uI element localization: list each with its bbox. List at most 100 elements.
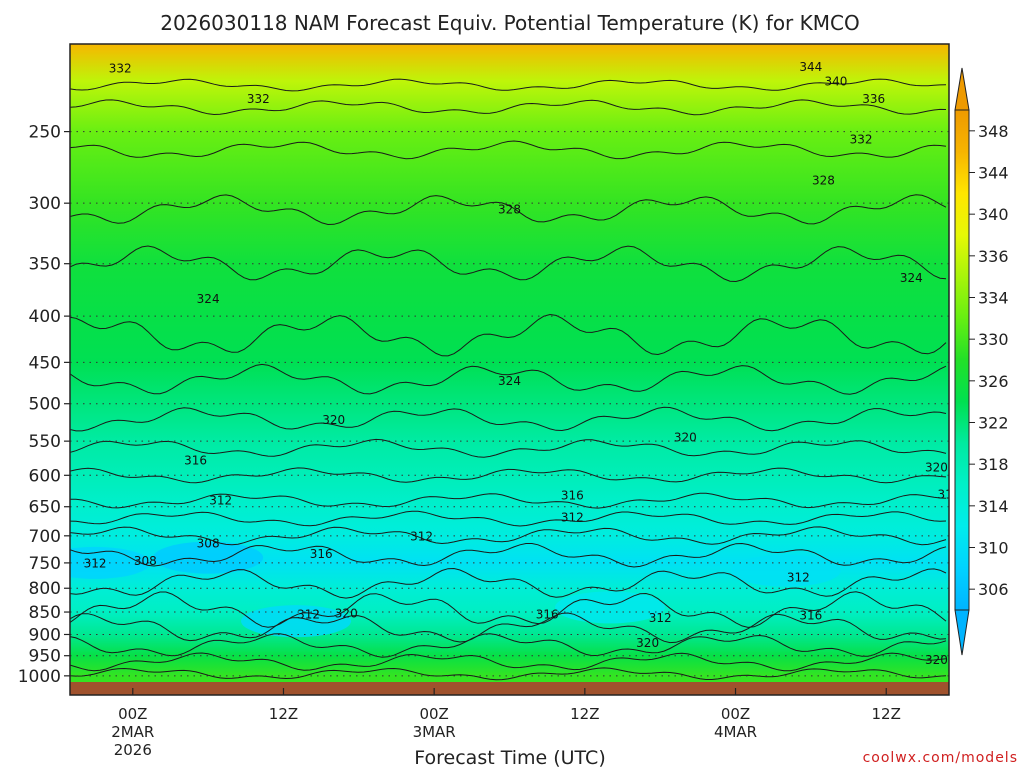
contour-line <box>70 542 947 568</box>
y-tick-label: 550 <box>29 432 61 452</box>
contour-label: 320 <box>636 636 659 650</box>
contour-line <box>70 194 947 226</box>
y-tick-label: 350 <box>29 255 61 275</box>
contour-label: 312 <box>561 510 584 524</box>
colorbar-arrow-top <box>954 67 970 111</box>
contour-line <box>70 612 947 644</box>
contour-line <box>70 363 947 395</box>
y-tick-label: 1000 <box>18 667 61 687</box>
colorbar-tick-label: 322 <box>978 414 1009 433</box>
colorbar-tick-label: 330 <box>978 330 1009 349</box>
y-tick-label: 500 <box>29 395 61 415</box>
contour-label: 324 <box>498 374 521 388</box>
x-tick-date: 2MAR <box>111 723 154 741</box>
colorbar-tick-label: 326 <box>978 372 1009 391</box>
contour-label: 320 <box>925 460 948 474</box>
contour-label: 308 <box>134 554 157 568</box>
colorbar-ticks: 306 310 314 318 322 326 330 334 336 340 344 348 <box>969 122 1009 599</box>
x-tick-label: 00Z <box>419 705 448 723</box>
contour-label: 336 <box>862 92 885 106</box>
contour-line <box>70 140 947 160</box>
contour-label: 340 <box>825 74 848 88</box>
y-tick-label: 650 <box>29 498 61 518</box>
contour-label: 324 <box>197 292 220 306</box>
chart-title: 2026030118 NAM Forecast Equiv. Potential… <box>160 11 859 35</box>
contour-label: 316 <box>561 489 584 503</box>
contour-label: 312 <box>649 611 672 625</box>
y-tick-label: 800 <box>29 579 61 599</box>
colorbar-body <box>954 109 970 611</box>
contour-label: 316 <box>536 607 559 621</box>
y-tick-label: 600 <box>29 466 61 486</box>
contour-label: 312 <box>297 607 320 621</box>
low-theta-pocket <box>730 554 841 587</box>
y-axis: 2503003504004505005506006507007508008509… <box>18 123 70 687</box>
y-tick-label: 250 <box>29 123 61 143</box>
contour-line <box>70 78 947 92</box>
x-tick-date: 3MAR <box>413 723 456 741</box>
contour-label: 328 <box>498 203 521 217</box>
contour-label: 332 <box>109 62 132 76</box>
contour-line <box>70 406 947 432</box>
contour-line <box>70 467 947 484</box>
colorbar-tick-label: 340 <box>978 205 1009 224</box>
contour-lines <box>70 78 947 681</box>
contour-line <box>70 652 947 672</box>
y-tick-label: 450 <box>29 353 61 373</box>
contour-line <box>70 567 947 599</box>
contour-label: 312 <box>787 570 810 584</box>
contour-line <box>70 667 947 681</box>
contour-label: 328 <box>812 173 835 187</box>
contour-label: 320 <box>925 653 948 667</box>
contour-line <box>70 313 947 357</box>
plot-background <box>70 44 949 695</box>
colorbar-tick-label: 348 <box>978 122 1009 141</box>
x-axis-title: Forecast Time (UTC) <box>414 747 605 768</box>
colorbar: 306 310 314 318 322 326 330 334 336 340 344 348 <box>954 67 1009 656</box>
contour-label: 324 <box>963 671 986 685</box>
contour-line <box>70 510 947 527</box>
x-tick-label: 12Z <box>269 705 298 723</box>
low-theta-pocket <box>153 541 264 574</box>
contour-label: 312 <box>410 529 433 543</box>
colorbar-tick-label: 306 <box>978 580 1009 599</box>
contour-label: 320 <box>335 606 358 620</box>
x-tick-label: 00Z <box>118 705 147 723</box>
contour-label: 324 <box>900 271 923 285</box>
x-tick-label: 12Z <box>570 705 599 723</box>
plot-frame <box>69 43 950 696</box>
low-theta-pocket <box>241 605 352 638</box>
contour-label: 332 <box>247 92 270 106</box>
contour-label: 308 <box>197 537 220 551</box>
contour-label: 332 <box>850 132 873 146</box>
y-tick-label: 700 <box>29 527 61 547</box>
contour-label: 316 <box>184 454 207 468</box>
colorbar-tick-label: 310 <box>978 539 1009 558</box>
colorbar-tick-label: 336 <box>978 247 1009 266</box>
colorbar-tick-label: 318 <box>978 455 1009 474</box>
colorbar-tick-label: 314 <box>978 497 1009 516</box>
colorbar-arrow-bottom <box>954 609 970 656</box>
colorbar-tick-label: 334 <box>978 289 1009 308</box>
contour-line <box>70 438 947 458</box>
contour-label: 344 <box>799 60 822 74</box>
ground-surface <box>70 682 949 695</box>
contour-line <box>70 591 947 628</box>
colorbar-tick-label: 344 <box>978 164 1009 183</box>
x-tick-date: 4MAR <box>714 723 757 741</box>
contour-label: 320 <box>674 431 697 445</box>
contour-label: 312 <box>84 556 107 570</box>
contour-line <box>70 245 947 283</box>
contour-label: 316 <box>310 547 333 561</box>
contour-line <box>70 492 947 509</box>
y-tick-label: 750 <box>29 554 61 574</box>
x-tick-label: 00Z <box>721 705 750 723</box>
contour-label: 316 <box>938 487 961 501</box>
y-tick-label: 400 <box>29 307 61 327</box>
contour-label: 316 <box>799 609 822 623</box>
credit-text: coolwx.com/models <box>863 750 1018 766</box>
contour-line <box>70 99 947 116</box>
